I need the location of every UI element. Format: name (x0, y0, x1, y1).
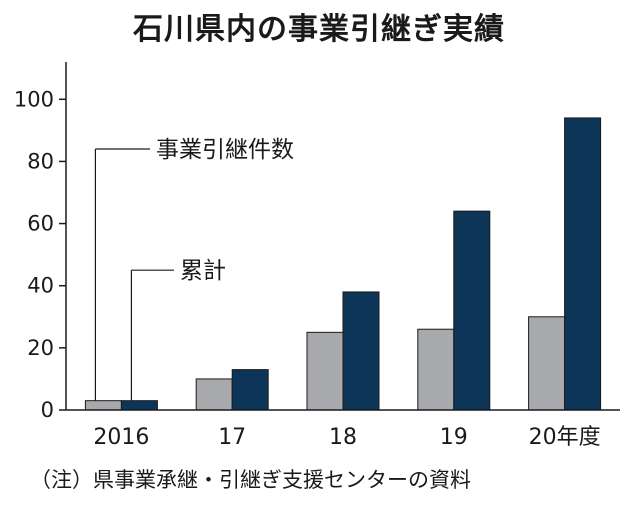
bar-cumulative (453, 210, 491, 411)
y-tick-label: 100 (14, 87, 54, 111)
bar-cumulative (231, 369, 269, 411)
x-tick-label: 17 (218, 425, 246, 450)
bar-count (306, 331, 344, 411)
bar-cumulative (120, 400, 158, 411)
x-tick-label: 19 (440, 425, 468, 450)
source-note: （注）県事業承継・引継ぎ支援センターの資料 (30, 468, 471, 492)
series-label: 累計 (180, 258, 226, 284)
y-tick-label: 60 (27, 212, 54, 236)
bar-count (417, 328, 455, 411)
series-label: 事業引継件数 (156, 137, 294, 163)
y-tick-label: 80 (27, 149, 54, 173)
y-tick-label: 40 (27, 274, 54, 298)
chart-title: 石川県内の事業引継ぎ実績 (133, 12, 505, 47)
x-axis-labels: 2016 17 18 19 20年度 (93, 425, 600, 450)
bar-count (84, 400, 122, 411)
y-tick-label: 0 (41, 398, 54, 422)
bar-cumulative (564, 117, 602, 411)
bars-group (84, 117, 602, 411)
bar-count (195, 378, 233, 411)
bar-cumulative (342, 291, 380, 411)
y-axis-ticks: 0 20 40 60 80 100 (14, 87, 66, 422)
x-tick-label: 18 (329, 425, 357, 450)
bar-count (528, 316, 566, 411)
y-tick-label: 20 (27, 336, 54, 360)
x-tick-label: 20年度 (529, 425, 601, 450)
x-tick-label: 2016 (93, 425, 149, 450)
